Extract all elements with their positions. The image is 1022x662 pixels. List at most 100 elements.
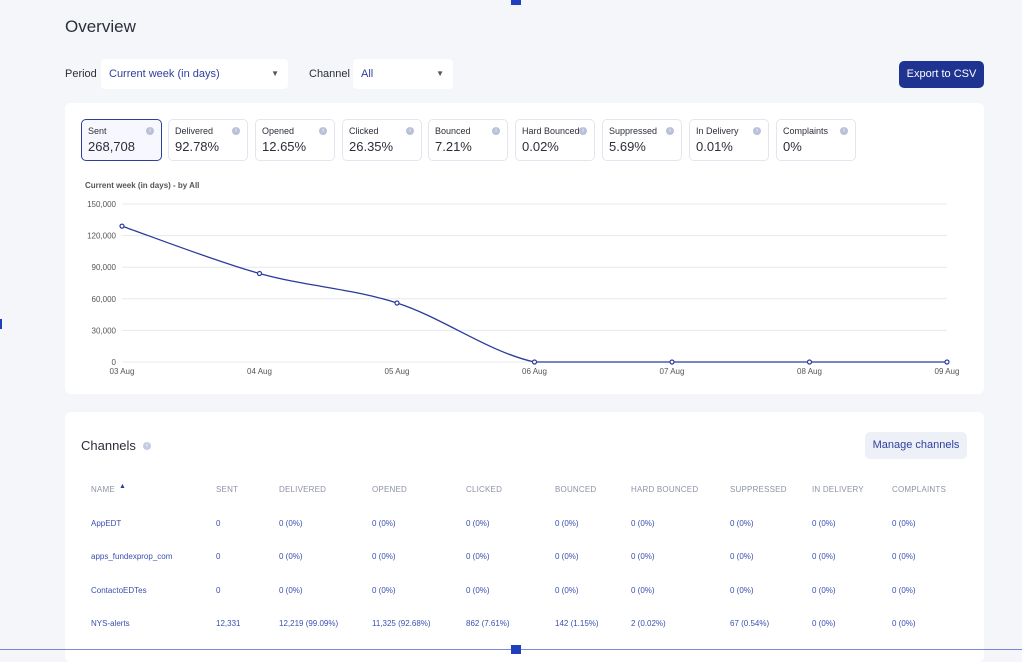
channel-value: All [361, 68, 374, 80]
column-header-opened[interactable]: OPENED [372, 485, 407, 494]
selection-border-bottom [0, 649, 1022, 650]
column-header-hard-bounced[interactable]: HARD BOUNCED [631, 485, 699, 494]
manage-channels-button[interactable]: Manage channels [865, 432, 967, 459]
table-cell-bounced: 0 (0%) [555, 519, 579, 528]
metric-value: 12.65% [262, 139, 307, 154]
table-cell-clicked: 0 (0%) [466, 586, 490, 595]
metric-value: 0.01% [696, 139, 733, 154]
table-cell-sent: 12,331 [216, 619, 241, 628]
metric-suppressed[interactable]: Suppressed 5.69% i [602, 119, 682, 161]
metric-complaints[interactable]: Complaints 0% i [776, 119, 856, 161]
metric-sent[interactable]: Sent 268,708 i [81, 119, 162, 161]
metric-clicked[interactable]: Clicked 26.35% i [342, 119, 422, 161]
table-cell-opened: 0 (0%) [372, 519, 396, 528]
x-tick-label: 09 Aug [935, 367, 960, 376]
chevron-down-icon: ▼ [271, 69, 279, 78]
data-point [944, 359, 950, 365]
table-cell-delivered: 0 (0%) [279, 519, 303, 528]
metric-value: 0% [783, 139, 802, 154]
y-tick-label: 30,000 [92, 326, 117, 335]
data-point [256, 270, 263, 277]
table-cell-clicked: 862 (7.61%) [466, 619, 510, 628]
info-icon[interactable]: i [840, 127, 848, 135]
info-icon[interactable]: i [753, 127, 761, 135]
y-tick-label: 0 [112, 358, 117, 367]
metric-label: Clicked [349, 126, 379, 136]
series-line [121, 225, 947, 363]
table-cell-sent: 0 [216, 586, 221, 595]
table-cell-hard-bounced: 2 (0.02%) [631, 619, 666, 628]
info-icon[interactable]: i [666, 127, 674, 135]
info-icon[interactable]: i [579, 127, 587, 135]
table-cell-in-delivery: 0 (0%) [812, 519, 836, 528]
table-cell-delivered: 12,219 (99.09%) [279, 619, 339, 628]
metric-label: Bounced [435, 126, 471, 136]
column-header-clicked[interactable]: CLICKED [466, 485, 503, 494]
data-point [531, 359, 538, 365]
column-header-suppressed[interactable]: SUPPRESSED [730, 485, 787, 494]
table-cell-hard-bounced: 0 (0%) [631, 552, 655, 561]
table-cell-complaints: 0 (0%) [892, 519, 916, 528]
column-header-sent[interactable]: SENT [216, 485, 239, 494]
metric-value: 5.69% [609, 139, 646, 154]
data-point [806, 359, 813, 365]
metric-label: Delivered [175, 126, 214, 136]
metric-delivered[interactable]: Delivered 92.78% i [168, 119, 248, 161]
info-icon[interactable]: i [492, 127, 500, 135]
metric-value: 268,708 [88, 139, 135, 154]
column-header-delivered[interactable]: DELIVERED [279, 485, 327, 494]
metric-value: 26.35% [349, 139, 394, 154]
period-select[interactable]: Current week (in days) ▼ [101, 59, 288, 89]
resize-handle-top[interactable] [511, 0, 521, 5]
period-value: Current week (in days) [109, 68, 220, 80]
table-cell-complaints: 0 (0%) [892, 552, 916, 561]
column-header-name[interactable]: NAME [91, 485, 115, 494]
x-tick-label: 04 Aug [247, 367, 272, 376]
column-header-in-delivery[interactable]: IN DELIVERY [812, 485, 864, 494]
resize-handle-left[interactable] [0, 319, 2, 329]
info-icon[interactable]: i [146, 127, 154, 135]
table-cell-delivered: 0 (0%) [279, 552, 303, 561]
info-icon[interactable]: i [143, 442, 151, 450]
metric-label: Complaints [783, 126, 829, 136]
y-tick-label: 90,000 [92, 263, 117, 272]
data-point [669, 359, 675, 365]
channel-select[interactable]: All ▼ [353, 59, 453, 89]
metric-hard-bounced[interactable]: Hard Bounced 0.02% i [515, 119, 595, 161]
table-cell-sent: 0 [216, 519, 221, 528]
column-header-bounced[interactable]: BOUNCED [555, 485, 597, 494]
metric-opened[interactable]: Opened 12.65% i [255, 119, 335, 161]
metric-label: Hard Bounced [522, 126, 580, 136]
table-cell-suppressed: 0 (0%) [730, 519, 754, 528]
table-cell-suppressed: 67 (0.54%) [730, 619, 770, 628]
metric-bounced[interactable]: Bounced 7.21% i [428, 119, 508, 161]
sort-asc-icon[interactable]: ▲ [119, 483, 127, 490]
channel-name-link[interactable]: apps_fundexprop_com [91, 552, 173, 561]
table-cell-suppressed: 0 (0%) [730, 552, 754, 561]
info-icon[interactable]: i [406, 127, 414, 135]
channel-name-link[interactable]: AppEDT [91, 519, 122, 528]
info-icon[interactable]: i [319, 127, 327, 135]
info-icon[interactable]: i [232, 127, 240, 135]
data-point [119, 223, 125, 229]
channel-name-link[interactable]: NYS-alerts [91, 619, 130, 628]
column-header-complaints[interactable]: COMPLAINTS [892, 485, 947, 494]
table-cell-bounced: 0 (0%) [555, 586, 579, 595]
table-cell-clicked: 0 (0%) [466, 552, 490, 561]
metric-value: 92.78% [175, 139, 220, 154]
table-cell-clicked: 0 (0%) [466, 519, 490, 528]
sent-line-chart: 0 30,000 60,000 90,000 120,000 150,000 03 Aug 0… [87, 200, 960, 376]
metric-in-delivery[interactable]: In Delivery 0.01% i [689, 119, 769, 161]
metric-label: Suppressed [609, 126, 658, 136]
y-tick-label: 60,000 [92, 295, 117, 304]
table-cell-sent: 0 [216, 552, 221, 561]
period-label: Period [65, 68, 97, 80]
channel-name-link[interactable]: ContactoEDTes [91, 586, 147, 595]
export-csv-button[interactable]: Export to CSV [899, 61, 984, 88]
table-cell-in-delivery: 0 (0%) [812, 619, 836, 628]
channel-label: Channel [309, 68, 350, 80]
table-cell-in-delivery: 0 (0%) [812, 586, 836, 595]
table-cell-hard-bounced: 0 (0%) [631, 519, 655, 528]
metric-label: In Delivery [696, 126, 739, 136]
x-tick-label: 07 Aug [660, 367, 685, 376]
